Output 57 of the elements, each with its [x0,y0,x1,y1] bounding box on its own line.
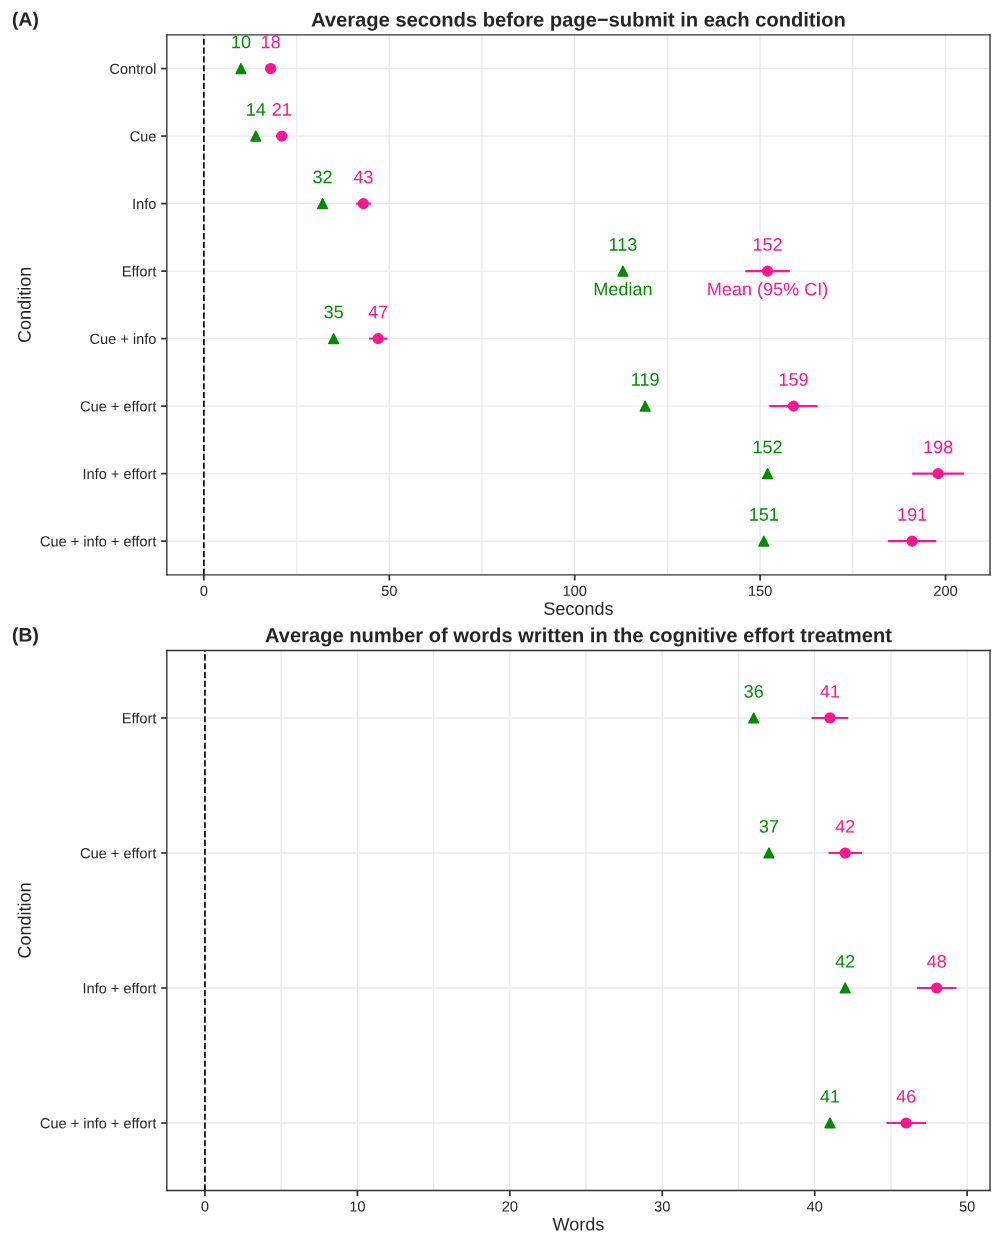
x-tick-label: 40 [806,1201,823,1212]
data-label: 18 [261,35,280,49]
data-label: 119 [632,373,659,386]
data-label: 152 [753,440,782,454]
data-label: 10 [232,35,251,49]
x-tick-label: 150 [749,585,772,596]
data-label: 198 [924,440,953,454]
y-tick-label: Control [110,63,156,75]
x-axis-title: Seconds [544,601,613,615]
x-tick-label: 50 [381,585,397,596]
chart-title: Average number of words written in the cognitive effort treatment [265,627,892,647]
data-label: 47 [368,305,388,319]
y-tick-label: Cue + effort [80,400,157,412]
x-tick-label: 20 [502,1201,518,1212]
data-label: 36 [744,684,763,698]
data-label: 151 [750,508,779,521]
x-tick-label: 0 [200,585,208,596]
data-label: 32 [313,170,332,184]
data-label: 113 [609,238,637,251]
data-label: 46 [896,1089,916,1103]
text: (B) [12,627,38,646]
data-label: 41 [820,685,840,698]
data-label: 48 [927,954,946,968]
data-label: 35 [324,305,343,319]
data-label: 42 [835,954,855,968]
y-tick-label: Effort [123,712,157,724]
annotation: Median [594,282,652,296]
annotation: Mean (95% CI) [708,282,828,300]
y-tick-label: Info + effort [83,982,157,994]
data-label: 191 [898,508,927,521]
y-tick-label: Cue + effort [80,847,157,859]
x-tick-label: 10 [350,1201,365,1212]
y-axis-title: Condition [17,267,31,343]
data-label: 41 [820,1090,840,1103]
data-label: 21 [272,103,291,116]
y-tick-label: Cue [130,131,156,142]
y-tick-label: Cue + info [90,333,156,345]
text: (A) [12,11,38,30]
chart-title: Average seconds before page−submit in each condition [311,11,845,31]
y-tick-label: Info + effort [83,468,157,480]
y-tick-label: Info [133,198,156,210]
data-label: 42 [835,819,855,833]
y-tick-label: Effort [123,265,157,277]
x-tick-label: 200 [934,585,958,596]
x-tick-label: 0 [201,1201,209,1212]
data-label: 43 [353,170,373,184]
x-axis-title: Words [552,1217,604,1231]
y-axis-title: Condition [17,883,31,958]
y-tick-label: Cue + info + effort [40,535,157,547]
data-label: 152 [753,238,782,251]
x-tick-label: 50 [959,1201,975,1212]
data-label: 159 [779,373,808,386]
y-tick-label: Cue + info + effort [40,1117,157,1129]
data-label: 37 [759,819,779,833]
x-tick-label: 100 [563,585,587,596]
data-label: 14 [247,103,266,116]
x-tick-label: 30 [654,1201,670,1212]
